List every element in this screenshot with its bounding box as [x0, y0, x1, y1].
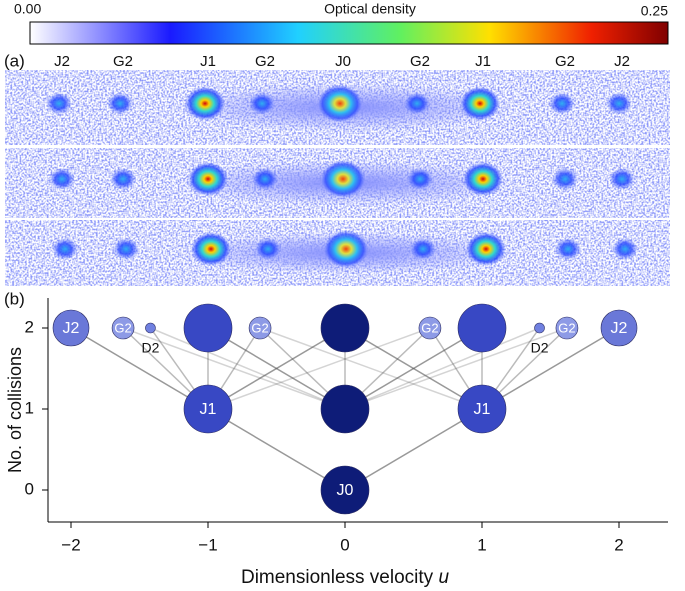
- node-label: J2: [63, 320, 80, 337]
- y-axis-label: No. of collisions: [5, 347, 25, 473]
- edge: [344, 327, 483, 410]
- node-label: D2: [142, 340, 160, 356]
- peak-blob: [249, 92, 275, 115]
- node: [320, 465, 370, 515]
- peak-blob: [460, 86, 500, 121]
- x-tick-label: 2: [614, 535, 623, 554]
- edge: [70, 327, 209, 410]
- node-label: G2: [421, 320, 438, 335]
- node: [534, 322, 545, 334]
- node-label: G2: [114, 320, 131, 335]
- node: [52, 309, 90, 347]
- node: [320, 303, 370, 353]
- peak-label: G2: [113, 53, 133, 70]
- edge: [122, 327, 346, 410]
- peak-label: J2: [54, 53, 70, 70]
- node-label: J2: [611, 320, 628, 337]
- x-tick-label: 0: [340, 535, 349, 554]
- node-label: G2: [251, 320, 268, 335]
- node: [183, 303, 233, 353]
- node: [600, 309, 638, 347]
- node: [418, 316, 442, 340]
- x-label-var: u: [438, 567, 449, 588]
- node: [555, 316, 579, 340]
- peak-blob: [191, 232, 231, 266]
- edge: [344, 327, 568, 410]
- peak-label: G2: [410, 53, 430, 70]
- peak-blob: [324, 230, 368, 268]
- node: [248, 316, 272, 340]
- absorption-images: [5, 70, 670, 286]
- peak-blob: [609, 167, 635, 191]
- peak-label: G2: [555, 53, 575, 70]
- y-tick-label: 1: [25, 398, 34, 417]
- edge: [207, 327, 431, 410]
- x-axis-label: Dimensionless velocity u: [241, 567, 449, 588]
- node: [111, 316, 135, 340]
- node-label: J0: [337, 482, 354, 499]
- node-label: D2: [531, 340, 549, 356]
- peak-blob: [255, 237, 281, 261]
- panel-label: (a): [4, 51, 25, 70]
- peak-blob: [404, 92, 430, 115]
- x-tick-label: −2: [61, 535, 80, 554]
- peak-label: J0: [335, 53, 351, 70]
- node-label: J1: [200, 401, 217, 418]
- peak-label: J2: [614, 53, 630, 70]
- peak-blob: [49, 167, 75, 191]
- node-label: J1: [474, 401, 491, 418]
- edge: [207, 327, 346, 410]
- x-tick-label: 1: [477, 535, 486, 554]
- node: [320, 384, 370, 434]
- peak-blob: [555, 237, 581, 261]
- peak-label: J1: [475, 53, 491, 70]
- edge: [344, 327, 540, 410]
- peak-blob: [407, 167, 433, 191]
- peak-blob: [46, 92, 72, 115]
- x-label-text: Dimensionless velocity: [241, 567, 438, 588]
- colorbar: [29, 21, 669, 45]
- node-label: G2: [558, 320, 575, 335]
- y-tick-label: 2: [25, 317, 34, 336]
- node: [145, 322, 156, 334]
- node: [183, 384, 233, 434]
- colorbar-title: Optical density: [324, 1, 416, 17]
- peak-blob: [606, 92, 632, 115]
- x-tick-label: −1: [198, 535, 217, 554]
- peak-blob: [410, 237, 436, 261]
- peak-blob: [552, 167, 578, 191]
- edge: [259, 327, 483, 410]
- peak-blob: [188, 162, 228, 196]
- peak-blob: [321, 160, 365, 198]
- panel-label: (b): [4, 289, 25, 308]
- peak-blob: [110, 167, 136, 191]
- node: [457, 384, 507, 434]
- peak-blob: [113, 237, 139, 261]
- peak-blob: [318, 84, 362, 123]
- peak-blob: [252, 167, 278, 191]
- peak-blob: [463, 162, 503, 196]
- node: [457, 303, 507, 353]
- peak-blob: [549, 92, 575, 115]
- edge: [207, 408, 346, 491]
- peak-blob: [612, 237, 638, 261]
- edge: [481, 327, 620, 410]
- peak-label: G2: [255, 53, 275, 70]
- edge: [150, 327, 346, 410]
- colorbar-min: 0.00: [14, 1, 41, 17]
- peak-blob: [185, 86, 225, 121]
- edge: [344, 408, 483, 491]
- peak-blob: [107, 92, 133, 115]
- colorbar-max: 0.25: [641, 3, 668, 19]
- y-tick-label: 0: [25, 479, 34, 498]
- peak-blob: [52, 237, 78, 261]
- peak-label: J1: [200, 53, 216, 70]
- peak-blob: [466, 232, 506, 266]
